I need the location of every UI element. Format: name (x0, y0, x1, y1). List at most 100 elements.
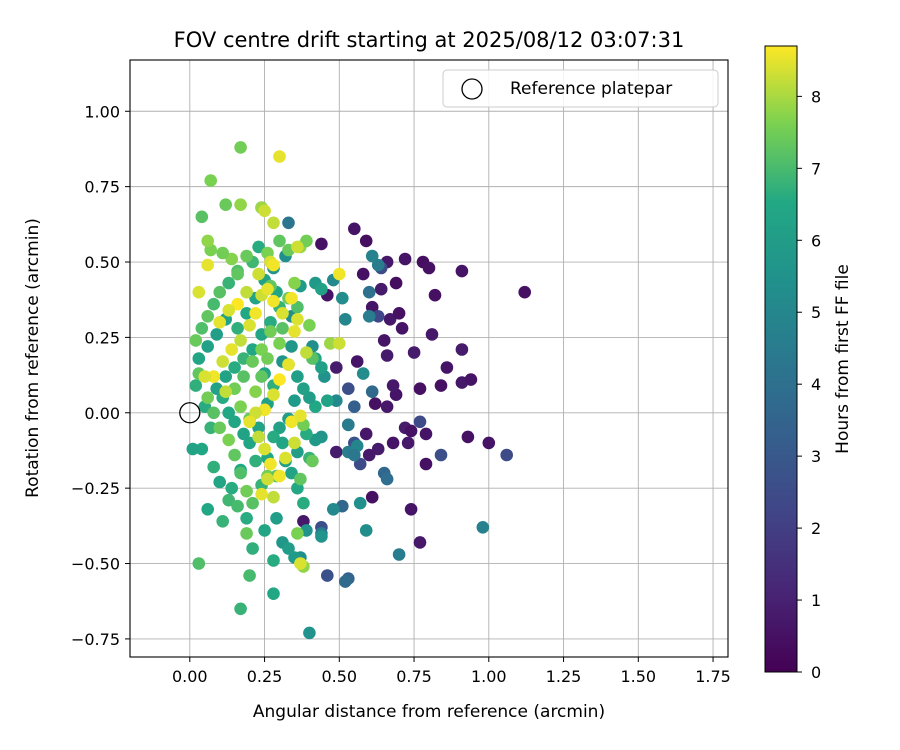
scatter-point (195, 322, 209, 335)
x-tick-label: 1.25 (546, 667, 582, 686)
scatter-point (204, 421, 217, 435)
scatter-point (315, 282, 328, 296)
scatter-point (273, 373, 286, 386)
scatter-point (371, 442, 385, 456)
scatter-point (356, 267, 370, 281)
scatter-point (267, 587, 280, 600)
scatter-point (225, 481, 238, 495)
scatter-point (282, 216, 295, 230)
scatter-point (291, 240, 304, 254)
scatter-point (240, 527, 253, 540)
scatter-point (216, 246, 229, 260)
x-tick-label: 1.75 (695, 667, 731, 686)
scatter-point (303, 626, 316, 640)
scatter-point (246, 542, 259, 555)
scatter-point (198, 370, 212, 383)
scatter-point (374, 282, 388, 296)
scatter-point (365, 249, 379, 263)
scatter-point (252, 421, 265, 435)
scatter-point (243, 569, 256, 582)
scatter-point (273, 150, 286, 163)
scatter-point (207, 406, 220, 420)
scatter-point (243, 415, 256, 429)
scatter-point (422, 261, 436, 275)
scatter-point (315, 530, 328, 543)
scatter-point (252, 430, 265, 444)
scatter-point (383, 313, 397, 326)
colorbar (764, 45, 798, 673)
scatter-point (228, 361, 241, 374)
scatter-point (231, 297, 244, 311)
scatter-point (279, 451, 292, 465)
scatter-point (336, 291, 349, 305)
scatter-point (213, 475, 226, 489)
scatter-point (231, 499, 244, 513)
scatter-point (267, 294, 280, 308)
scatter-point (476, 521, 490, 534)
scatter-point (518, 285, 531, 299)
scatter-point (264, 457, 277, 471)
scatter-point (255, 370, 268, 383)
scatter-point (434, 448, 448, 462)
data-points (186, 141, 531, 640)
scatter-point (362, 448, 376, 462)
y-tick-label: 1.00 (84, 102, 120, 121)
scatter-point (201, 340, 214, 353)
scatter-point (294, 409, 307, 423)
scatter-point (333, 267, 346, 281)
scatter-point (255, 487, 268, 501)
scatter-point (321, 394, 334, 408)
scatter-point (440, 361, 454, 374)
colorbar-tick-label: 5 (811, 303, 821, 322)
scatter-point (222, 406, 235, 420)
scatter-point (249, 385, 262, 399)
scatter-point (225, 252, 238, 266)
scatter-point (189, 379, 203, 392)
scatter-point (342, 382, 355, 396)
x-tick-label: 0.75 (396, 667, 432, 686)
scatter-point (288, 436, 301, 450)
scatter-point (294, 557, 307, 570)
scatter-point (380, 349, 394, 362)
scatter-point (359, 234, 373, 248)
scatter-point (234, 334, 247, 347)
legend-entry-reference: Reference platepar (510, 79, 672, 99)
scatter-point (240, 307, 253, 320)
scatter-point (461, 430, 475, 444)
scatter-point (419, 427, 433, 441)
scatter-point (270, 512, 283, 525)
scatter-point (288, 276, 301, 290)
scatter-point (428, 288, 442, 302)
y-tick-label: 0.50 (84, 253, 120, 272)
scatter-point (210, 328, 223, 341)
scatter-point (413, 382, 427, 396)
scatter-point (267, 258, 280, 272)
scatter-point (243, 436, 256, 450)
scatter-point (362, 285, 376, 299)
y-axis-ticks: −0.75 −0.50 −0.25 0.00 0.25 0.50 0.75 1.00 (71, 102, 130, 649)
scatter-point (330, 361, 343, 374)
scatter-point (276, 322, 289, 335)
scatter-point (225, 343, 238, 356)
colorbar-tick-label: 0 (811, 663, 821, 682)
scatter-point (258, 204, 271, 218)
scatter-point (368, 397, 382, 411)
scatter-point (201, 503, 214, 516)
scatter-point (371, 310, 385, 323)
scatter-point (291, 313, 304, 326)
scatter-point (240, 512, 253, 525)
scatter-point (231, 267, 244, 281)
x-tick-label: 0.50 (321, 667, 357, 686)
plot-frame (129, 59, 729, 658)
scatter-point (330, 394, 343, 408)
scatter-point (261, 282, 274, 296)
scatter-point (362, 310, 376, 323)
scatter-point (413, 536, 427, 549)
scatter-point (333, 337, 346, 350)
colorbar-tick-label: 6 (811, 231, 821, 250)
scatter-point (321, 569, 334, 582)
scatter-point (401, 436, 415, 450)
scatter-point (216, 355, 229, 368)
scatter-point (386, 436, 400, 450)
